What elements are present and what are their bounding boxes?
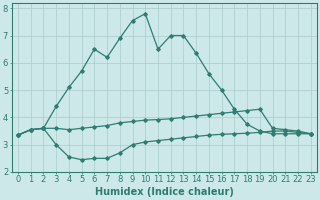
X-axis label: Humidex (Indice chaleur): Humidex (Indice chaleur) <box>95 187 234 197</box>
